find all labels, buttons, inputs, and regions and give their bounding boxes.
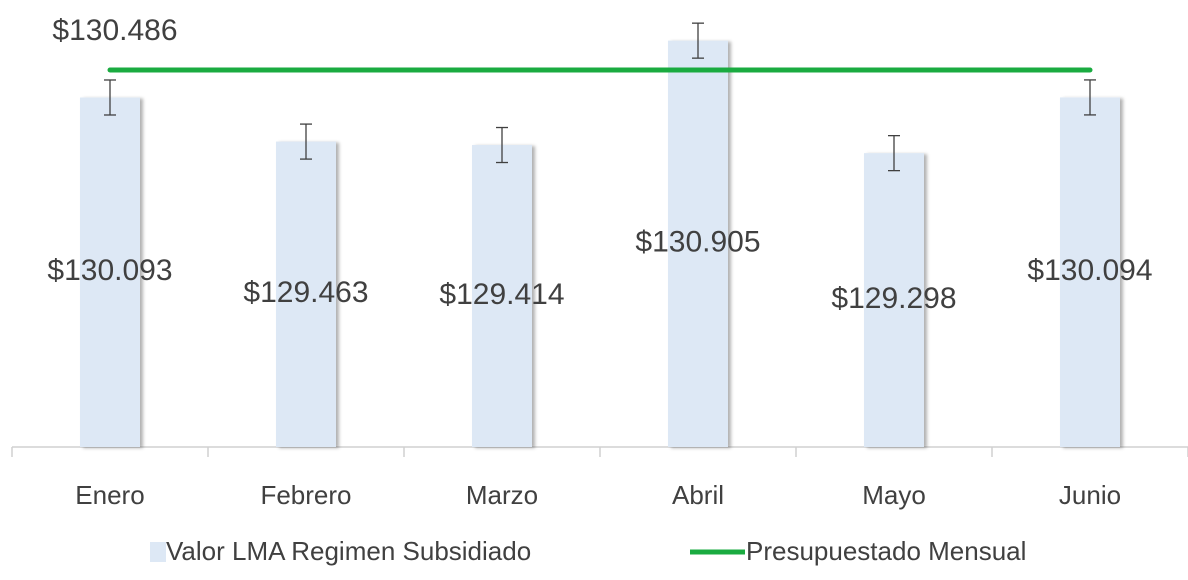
bar (668, 40, 728, 448)
data-label: $130.905 (635, 226, 760, 259)
bar (80, 97, 140, 448)
legend-label: Valor LMA Regimen Subsidiado (166, 536, 531, 566)
x-tick-label: Marzo (466, 480, 538, 510)
bar (472, 145, 532, 447)
legend-label: Presupuestado Mensual (746, 536, 1026, 566)
data-label: $129.463 (243, 276, 368, 309)
error-bar (496, 126, 508, 164)
error-bar (300, 123, 312, 160)
bar (276, 141, 336, 447)
x-tick-label: Febrero (260, 480, 351, 510)
x-tick-label: Enero (75, 480, 144, 510)
x-tick-label: Abril (672, 480, 724, 510)
error-bar (104, 79, 116, 116)
data-label: $130.094 (1027, 254, 1152, 287)
x-tick-label: Mayo (862, 480, 926, 510)
data-label: $130.093 (47, 254, 172, 287)
error-bar (888, 134, 900, 172)
bar (864, 153, 924, 447)
data-label: $130.486 (52, 14, 177, 47)
x-tick-label: Junio (1059, 480, 1121, 510)
error-bar (1084, 79, 1096, 116)
data-label: $129.298 (831, 282, 956, 315)
error-bar (692, 22, 704, 59)
bar (1060, 97, 1120, 448)
data-label: $129.414 (439, 278, 564, 311)
legend-swatch (150, 542, 166, 562)
